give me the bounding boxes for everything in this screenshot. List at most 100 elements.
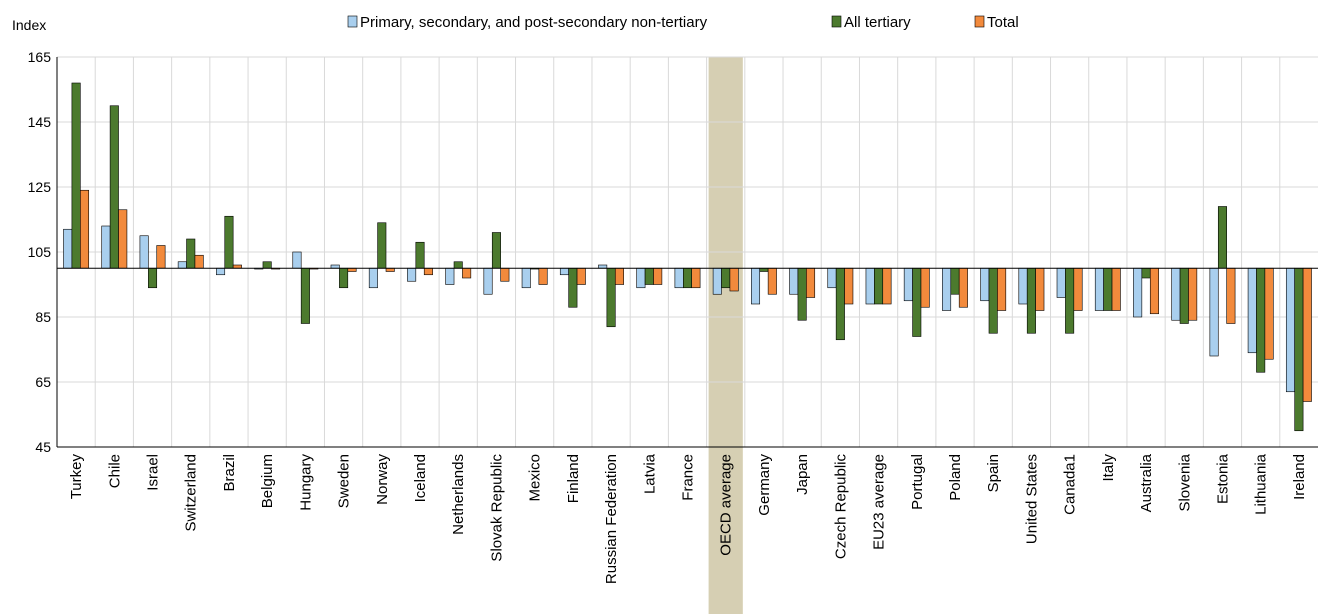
x-tick-label: Belgium (259, 454, 276, 508)
bar-eu23-average-s1 (865, 267, 875, 305)
x-tick-label: Spain (985, 454, 1002, 492)
bar-iceland-s3 (423, 267, 433, 276)
bar-norway-s1 (368, 267, 378, 289)
bar-japan-s3 (806, 267, 816, 298)
bar-estonia-s3 (1226, 267, 1236, 324)
bar-brazil-s2 (224, 215, 234, 269)
x-tick-label: Slovenia (1176, 453, 1193, 511)
x-tick-label: Switzerland (183, 454, 200, 532)
bar-slovak-republic-s1 (483, 267, 493, 295)
bar-oecd-average-s2 (721, 267, 731, 289)
x-tick-label: Chile (106, 454, 123, 488)
bar-latvia-s3 (653, 267, 663, 285)
bar-canada1-s3 (1073, 267, 1083, 311)
x-tick-label: France (680, 454, 697, 501)
legend-label: All tertiary (844, 14, 911, 31)
x-tick-label: Germany (756, 454, 773, 516)
y-tick-label: 105 (28, 244, 52, 260)
bar-iceland-s2 (415, 241, 425, 269)
x-tick-label: Italy (1100, 454, 1117, 482)
x-tick-label: EU23 average (871, 454, 888, 550)
x-tick-label: Portugal (909, 454, 926, 510)
y-axis-label: Index (12, 17, 46, 33)
bar-portugal-s3 (920, 267, 930, 308)
bar-switzerland-s1 (177, 261, 187, 269)
bar-israel-s2 (148, 267, 158, 289)
x-tick-label: Estonia (1215, 453, 1232, 504)
bar-germany-s1 (751, 267, 761, 305)
bar-oecd-average-s1 (712, 267, 722, 295)
bar-finland-s2 (568, 267, 578, 308)
bar-italy-s2 (1103, 267, 1113, 311)
bar-chile-s2 (109, 105, 119, 269)
bar-ireland-s1 (1285, 267, 1295, 393)
bar-poland-s1 (942, 267, 952, 311)
bar-slovenia-s3 (1188, 267, 1198, 321)
bar-lithuania-s3 (1264, 267, 1274, 360)
bar-ireland-s3 (1302, 267, 1312, 402)
x-tick-label: Brazil (221, 454, 238, 492)
legend-label: Primary, secondary, and post-secondary n… (360, 14, 708, 31)
x-tick-label: Japan (794, 454, 811, 495)
bar-brazil-s1 (216, 267, 226, 276)
bar-netherlands-s2 (453, 261, 463, 269)
bar-turkey-s3 (80, 189, 90, 269)
bar-japan-s1 (789, 267, 799, 295)
bar-germany-s3 (767, 267, 777, 295)
bar-norway-s2 (377, 222, 387, 269)
bar-mexico-s1 (521, 267, 531, 289)
y-tick-label: 145 (28, 114, 52, 130)
y-tick-label: 165 (28, 49, 52, 65)
y-tick-label: 85 (35, 309, 51, 325)
bar-poland-s2 (950, 267, 960, 295)
bar-australia-s2 (1141, 267, 1151, 279)
y-tick-label: 125 (28, 179, 52, 195)
x-tick-label: OECD average (718, 454, 735, 556)
bar-ireland-s2 (1294, 267, 1304, 432)
x-tick-label: Iceland (412, 454, 429, 502)
x-tick-label: United States (1023, 454, 1040, 544)
bar-lithuania-s2 (1256, 267, 1266, 373)
bar-latvia-s1 (636, 267, 646, 289)
x-tick-label: Sweden (336, 454, 353, 508)
bar-estonia-s1 (1209, 267, 1219, 357)
x-tick-label: Australia (1138, 453, 1155, 512)
bar-latvia-s2 (644, 267, 654, 285)
bar-chile-s1 (101, 225, 111, 269)
bar-russian-federation-s3 (614, 267, 624, 285)
legend-swatch (974, 15, 985, 28)
bar-spain-s2 (988, 267, 998, 334)
bar-czech-republic-s3 (844, 267, 854, 305)
bar-hungary-s1 (292, 251, 302, 269)
bar-slovenia-s1 (1171, 267, 1181, 321)
bar-switzerland-s3 (194, 254, 204, 269)
x-tick-label: Russian Federation (603, 454, 620, 584)
bar-france-s1 (674, 267, 684, 289)
bar-slovak-republic-s2 (491, 232, 501, 269)
bar-switzerland-s2 (186, 238, 196, 269)
bar-netherlands-s1 (445, 267, 455, 285)
bar-italy-s3 (1111, 267, 1121, 311)
highlight-band (708, 57, 743, 614)
bar-czech-republic-s2 (835, 267, 845, 341)
bar-russian-federation-s2 (606, 267, 616, 328)
x-tick-label: Czech Republic (832, 454, 849, 560)
bar-oecd-average-s3 (729, 267, 739, 292)
bar-turkey-s2 (71, 82, 81, 269)
bar-chile-s3 (118, 209, 128, 269)
bar-lithuania-s1 (1247, 267, 1257, 354)
bar-united-states-s1 (1018, 267, 1028, 305)
legend-swatch (347, 15, 358, 28)
x-tick-label: Norway (374, 454, 391, 505)
bar-estonia-s2 (1217, 206, 1227, 269)
bar-turkey-s1 (63, 228, 73, 269)
bar-canada1-s2 (1065, 267, 1075, 334)
bar-spain-s3 (997, 267, 1007, 311)
bar-israel-s1 (139, 235, 149, 269)
bar-slovak-republic-s3 (500, 267, 510, 282)
x-tick-label: Turkey (68, 454, 85, 500)
bar-hungary-s2 (300, 267, 310, 324)
bar-australia-s1 (1133, 267, 1143, 318)
bar-poland-s3 (958, 267, 968, 308)
